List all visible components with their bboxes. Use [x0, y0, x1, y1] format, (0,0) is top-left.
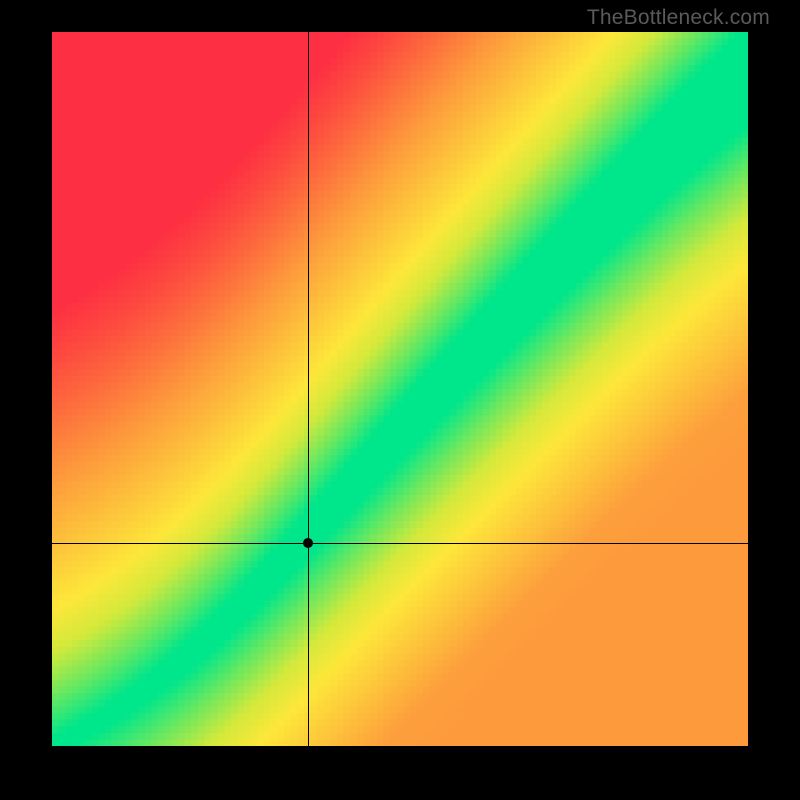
- crosshair-horizontal: [52, 543, 748, 544]
- crosshair-vertical: [308, 32, 309, 746]
- selected-point-marker[interactable]: [303, 538, 313, 548]
- heatmap-canvas: [52, 32, 748, 746]
- bottleneck-heatmap-plot: [52, 32, 748, 746]
- watermark-text: TheBottleneck.com: [587, 6, 770, 30]
